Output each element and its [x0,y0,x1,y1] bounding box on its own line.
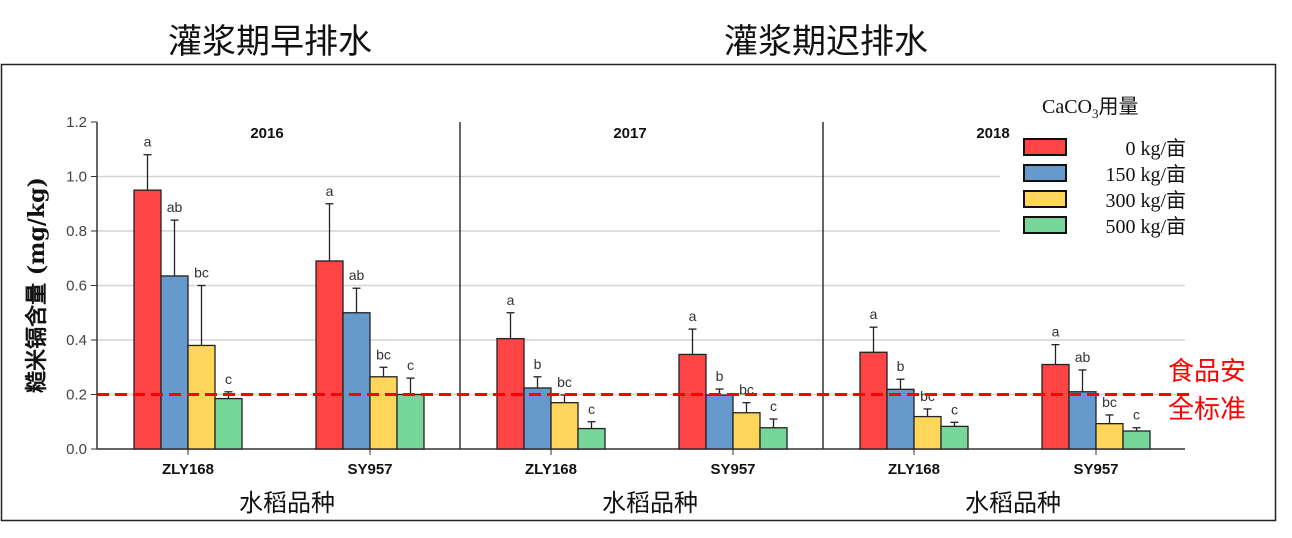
significance-letter: a [689,308,697,324]
category-label: ZLY168 [162,461,214,478]
significance-letter: bc [1102,394,1117,410]
bar [1095,423,1124,450]
bar [678,353,707,450]
x-axis-label: 水稻品种 [602,489,698,517]
outer-frame [0,63,1277,522]
bar [940,425,969,450]
significance-letter: a [870,306,878,322]
significance-letter: b [534,356,542,372]
bar [1068,391,1097,450]
significance-letter: b [716,368,724,384]
bar [550,402,579,450]
legend-swatch [1023,216,1067,234]
significance-letter: a [326,183,334,199]
title-early-drainage: 灌浆期早排水 [168,22,372,62]
y-tick-label: 1.0 [66,169,87,186]
y-tick-label: 0.0 [66,441,87,458]
bar [214,397,243,450]
bar [187,344,216,450]
legend-label: 300 kg/亩 [1105,189,1186,212]
legend-label: 0 kg/亩 [1125,137,1186,160]
legend-label: 150 kg/亩 [1105,163,1186,186]
significance-letter: c [1133,407,1140,423]
bar [1122,430,1151,450]
panel-title: 2016 [250,125,283,142]
bar [577,427,606,450]
bar [732,412,761,450]
bar [705,394,734,450]
significance-letter: ab [167,199,183,215]
significance-letter: bc [376,346,391,362]
significance-letter: c [951,401,958,417]
significance-letter: bc [557,374,572,390]
title-late-drainage: 灌浆期迟排水 [724,22,928,62]
y-tick-label: 0.4 [66,332,87,349]
bar [133,189,162,450]
significance-letter: a [144,134,152,150]
bar [859,351,888,450]
bar [886,388,915,450]
category-label: SY957 [347,461,392,478]
significance-letter: a [507,292,515,308]
y-axis-label: 糙米镉含量 (mg/kg) [24,177,50,393]
significance-letter: ab [1075,349,1091,365]
significance-letter: bc [194,265,209,281]
bar [913,415,942,450]
significance-letter: c [588,401,595,417]
bar [1041,363,1070,450]
bar [369,376,398,450]
legend-swatch [1023,164,1067,182]
y-tick-label: 0.6 [66,278,87,295]
significance-letter: ab [349,267,365,283]
bar [160,275,189,450]
significance-letter: b [897,358,905,374]
y-tick-label: 0.8 [66,223,87,240]
category-label: ZLY168 [525,461,577,478]
legend-swatch [1023,138,1067,156]
panel-title: 2017 [613,125,646,142]
safety-label-line1: 食品安 [1168,357,1246,387]
safety-label-line2: 全标准 [1168,395,1246,425]
y-tick-label: 1.2 [66,114,87,131]
bar [396,393,425,450]
category-label: ZLY168 [888,461,940,478]
bar [759,427,788,450]
significance-letter: c [770,398,777,414]
x-axis-label: 水稻品种 [965,489,1061,517]
bar [342,312,371,450]
panel-title: 2018 [976,125,1009,142]
legend-swatch [1023,190,1067,208]
legend-title: CaCO3用量 [1042,96,1139,121]
x-axis-label: 水稻品种 [239,489,335,517]
significance-letter: c [407,357,414,373]
significance-letter: c [225,371,232,387]
legend-label: 500 kg/亩 [1105,215,1186,238]
bar [315,260,344,450]
significance-letter: a [1052,324,1060,340]
category-label: SY957 [710,461,755,478]
bar [523,387,552,450]
category-label: SY957 [1073,461,1118,478]
y-tick-label: 0.2 [66,387,87,404]
